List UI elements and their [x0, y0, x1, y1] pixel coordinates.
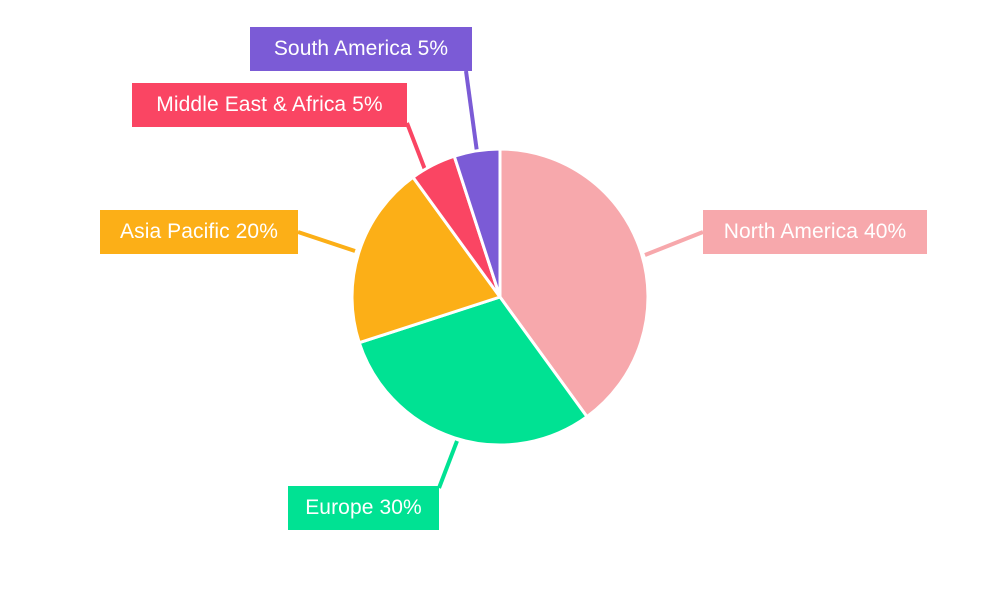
pie-slice[interactable]: [357, 295, 589, 447]
pie-slices: [350, 147, 650, 447]
pie-slice-label[interactable]: South America 5%: [250, 27, 472, 71]
label-leader-line: [464, 70, 479, 153]
label-leader-line: [297, 230, 356, 253]
pie-slice[interactable]: [452, 147, 502, 299]
pie-slice[interactable]: [350, 175, 502, 345]
label-leader-line: [437, 440, 459, 489]
pie-slice-label[interactable]: North America 40%: [703, 210, 927, 254]
pie-slice-label[interactable]: Middle East & Africa 5%: [132, 83, 407, 127]
label-leader-line: [644, 230, 704, 257]
pie-slice-label[interactable]: Asia Pacific 20%: [100, 210, 298, 254]
pie-slice[interactable]: [498, 147, 650, 419]
pie-slice-label[interactable]: Europe 30%: [288, 486, 439, 530]
